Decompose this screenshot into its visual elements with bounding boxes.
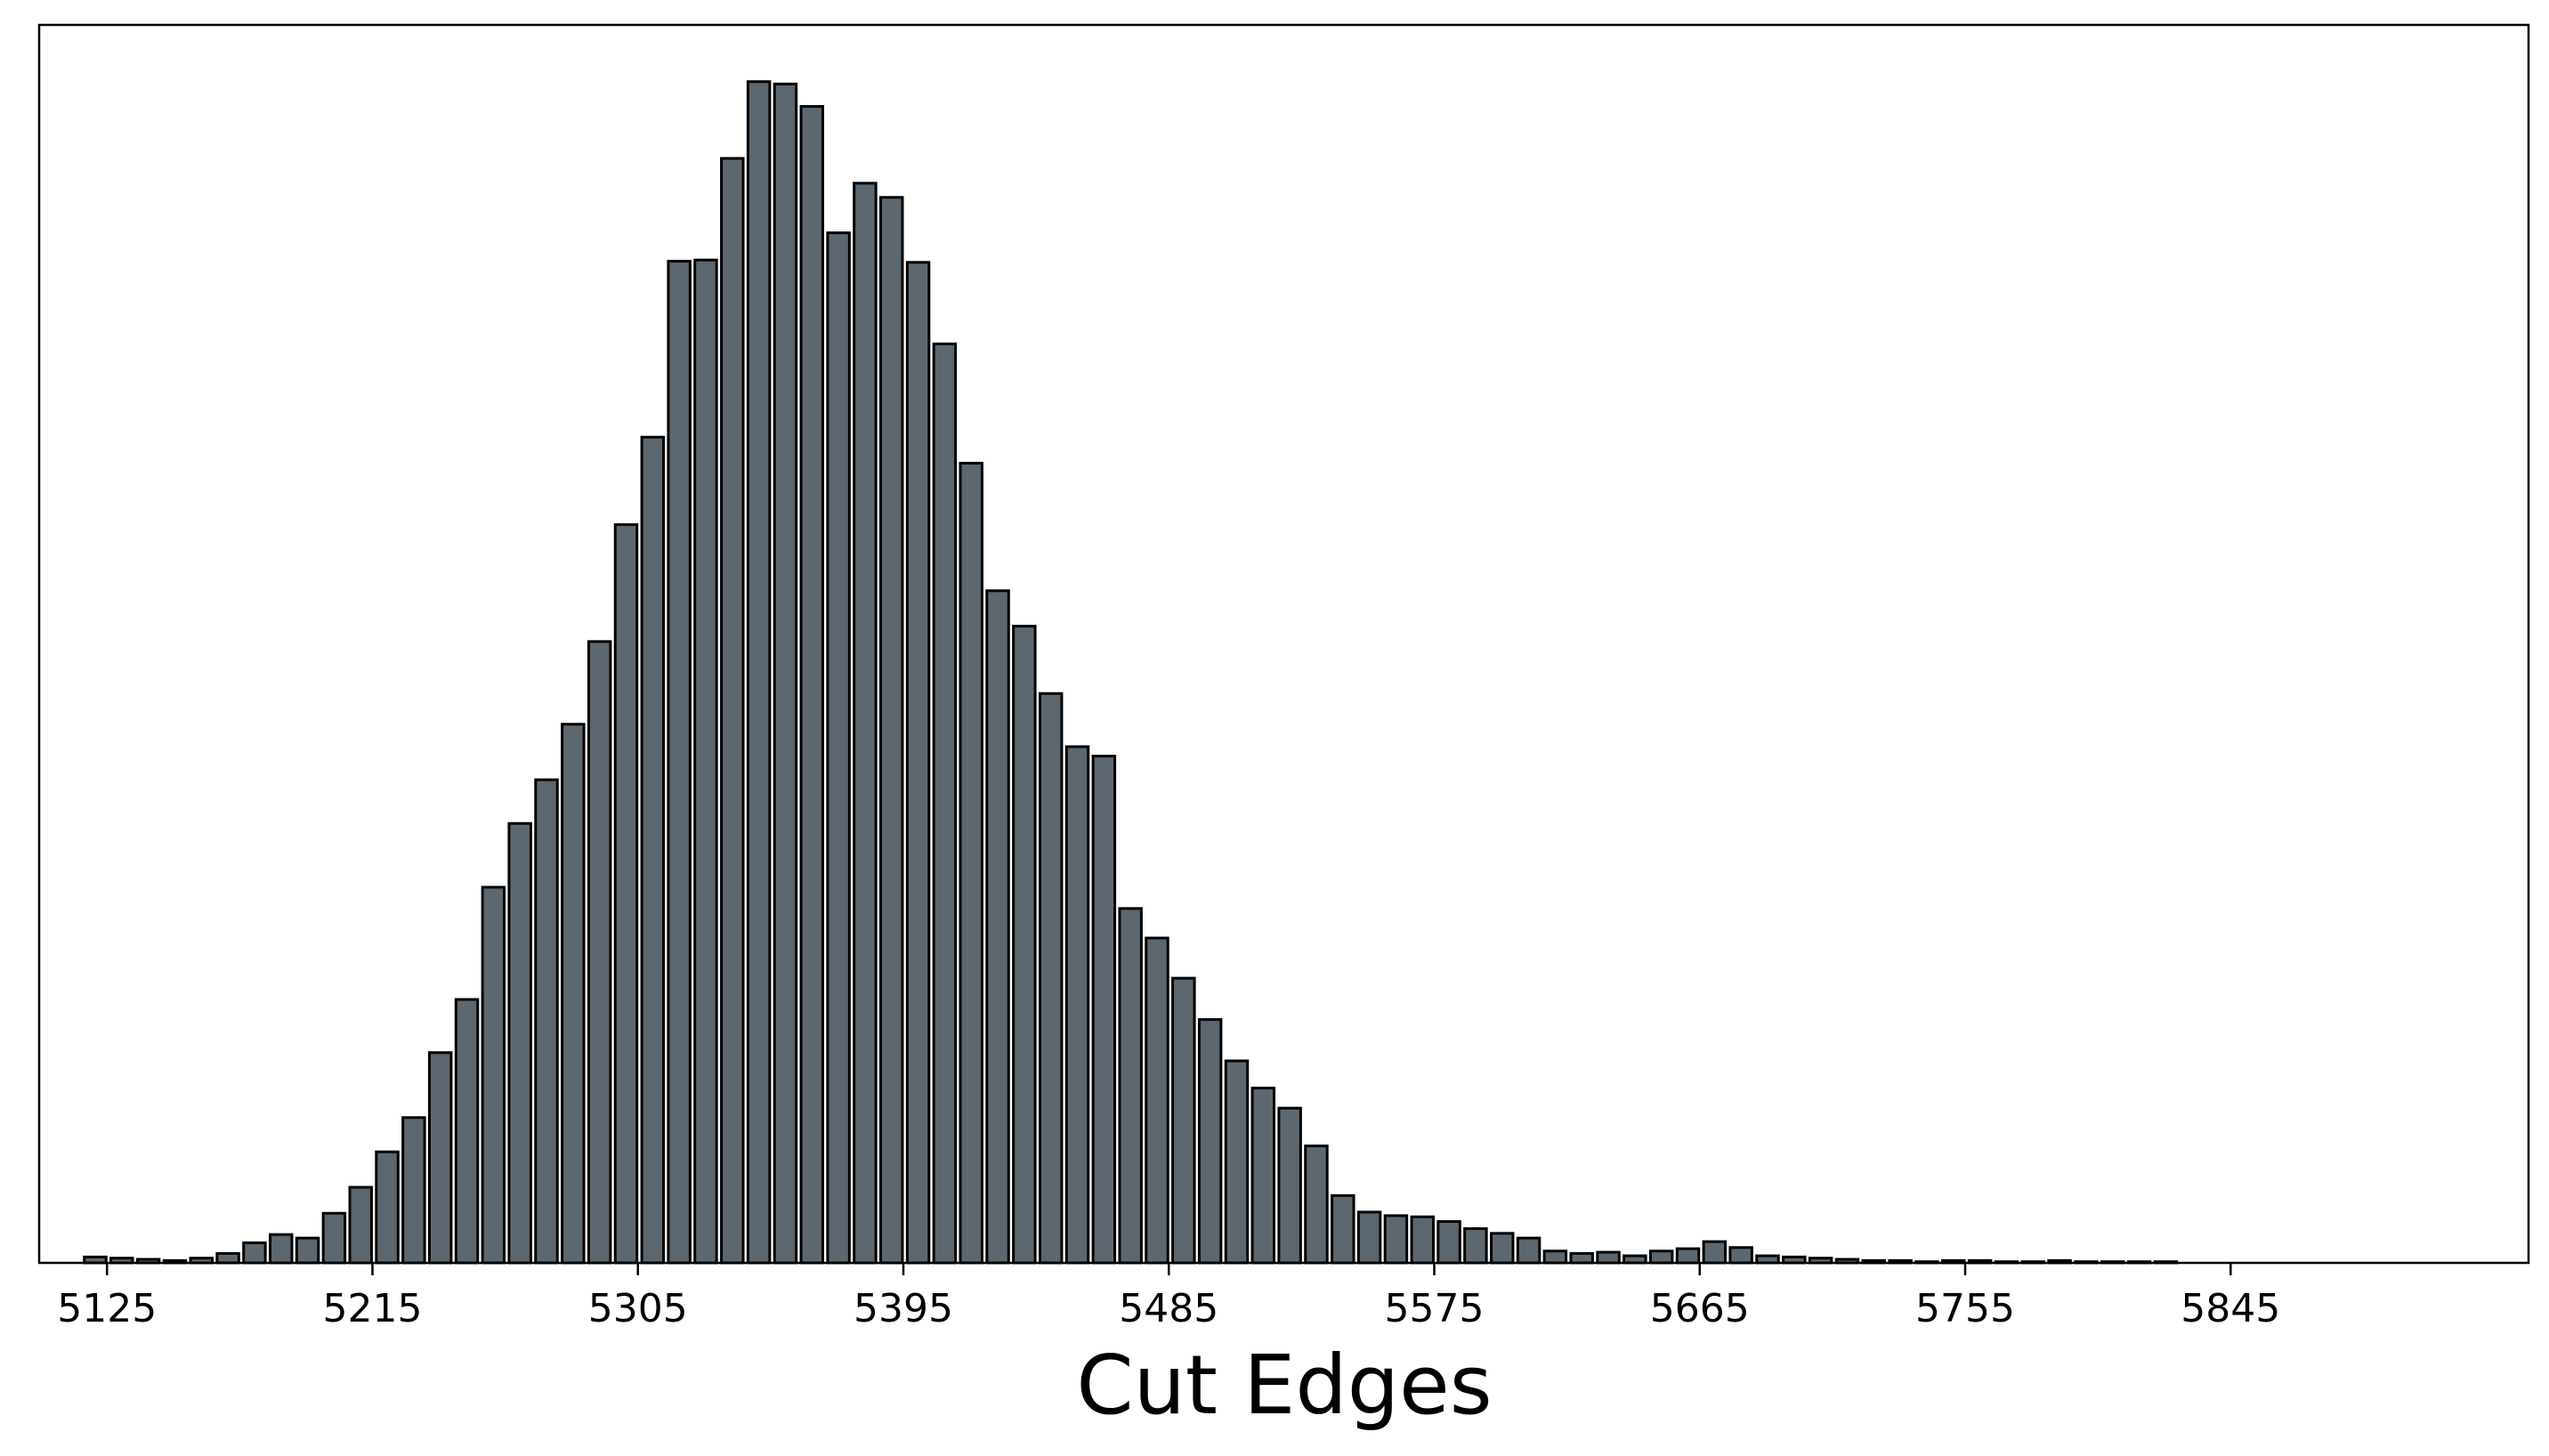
histogram-bar [1250,1087,1276,1265]
histogram-bar [561,723,586,1265]
x-tick-label: 5305 [588,1286,688,1331]
histogram-bar [1490,1232,1515,1265]
x-tick-label: 5755 [1915,1286,2015,1331]
histogram-bar [959,461,983,1265]
x-tick-label: 5665 [1650,1286,1750,1331]
x-axis-ticks: 5125 5215 5305 5395 5485 5575 5665 5755 5845 [57,1263,2280,1331]
histogram-bar [1436,1220,1461,1265]
histogram-bar [1542,1250,1568,1265]
x-tick-label: 5215 [322,1286,422,1331]
x-tick-label: 5395 [854,1286,953,1331]
histogram-bar [1224,1059,1250,1265]
histogram-bar [1569,1251,1594,1265]
x-tick-label: 5575 [1385,1286,1485,1331]
histogram-bar [401,1116,426,1265]
histogram-bar [587,640,612,1265]
histogram-bar [1171,976,1196,1265]
histogram-bar [1675,1247,1701,1265]
histogram-bar [693,258,718,1265]
histogram-bar [507,821,532,1265]
histogram-bar [613,522,639,1265]
histogram-bar [1277,1106,1302,1265]
histogram-bar [427,1051,453,1265]
histogram-bar [534,778,559,1265]
histogram-bar [905,261,931,1265]
histogram-bar [826,231,851,1265]
histogram-bar [932,342,958,1265]
histogram-bar [1064,745,1090,1265]
histogram-bar [879,196,904,1265]
bars-group [83,80,2179,1265]
histogram-bar [1410,1215,1435,1265]
histogram-bar [1648,1250,1674,1265]
histogram-bar [1596,1250,1621,1265]
histogram-bar [1118,907,1143,1265]
histogram-bar [269,1233,294,1265]
histogram-bar [321,1211,347,1265]
histogram-bar [1728,1246,1753,1265]
histogram-bar [348,1185,373,1265]
histogram-bar [1091,755,1117,1265]
histogram-bar [242,1241,267,1265]
histogram-bar [773,82,798,1265]
histogram-bar [1463,1227,1488,1265]
histogram-bar [454,998,480,1265]
histogram-bar [1012,625,1037,1265]
histogram-bar [295,1236,320,1265]
histogram-bar [481,886,506,1265]
histogram-bar [1304,1145,1329,1265]
histogram-bar [215,1251,240,1265]
histogram-bar [667,259,692,1265]
x-axis-label: Cut Edges [1076,1338,1492,1433]
histogram-bar [1197,1018,1223,1265]
histogram-bar [1383,1214,1409,1265]
histogram-bar [1516,1236,1542,1265]
histogram-bar [746,80,772,1265]
histogram-bar [985,589,1010,1265]
histogram-bar [720,157,745,1265]
histogram-bar [1331,1193,1355,1265]
x-tick-label: 5485 [1119,1286,1218,1331]
histogram-bar [375,1150,400,1265]
x-tick-label: 5125 [57,1286,157,1331]
x-tick-label: 5845 [2181,1286,2280,1331]
histogram-bar [640,435,666,1265]
histogram-bar [1356,1210,1382,1265]
histogram-bar [1038,692,1064,1265]
histogram-bar [853,182,878,1265]
plot-frame [37,23,2530,1265]
histogram-bar [1702,1240,1728,1265]
histogram-bar [799,105,824,1265]
histogram-bar [1145,936,1169,1265]
